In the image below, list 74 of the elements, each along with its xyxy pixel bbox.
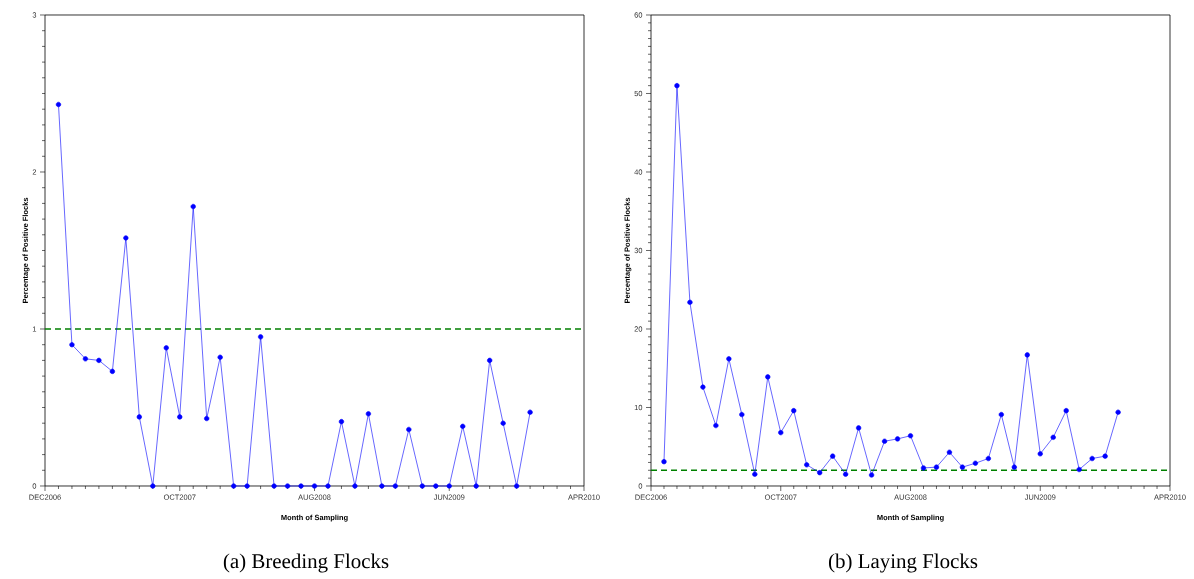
point xyxy=(82,356,89,362)
point xyxy=(804,462,810,468)
point xyxy=(752,471,758,477)
point xyxy=(713,422,719,429)
point xyxy=(338,419,345,425)
point xyxy=(1011,464,1017,470)
point xyxy=(817,470,823,476)
point xyxy=(674,83,680,89)
point xyxy=(933,464,940,470)
point xyxy=(311,483,318,489)
point xyxy=(123,235,129,241)
point xyxy=(1050,434,1056,440)
point xyxy=(1089,455,1095,462)
point xyxy=(473,483,479,489)
point xyxy=(379,483,385,489)
point xyxy=(830,453,836,459)
point xyxy=(894,436,901,442)
point xyxy=(163,345,169,351)
point xyxy=(204,415,210,422)
point xyxy=(527,409,533,415)
point xyxy=(406,426,412,433)
point xyxy=(514,483,520,489)
point xyxy=(1037,451,1043,457)
point xyxy=(69,342,75,348)
point xyxy=(150,483,156,489)
point xyxy=(96,357,102,363)
point xyxy=(244,483,250,489)
point xyxy=(419,483,425,489)
point xyxy=(907,433,914,439)
point xyxy=(791,408,797,414)
point xyxy=(177,414,183,420)
text: (a) Breeding Flocks xyxy=(223,553,389,573)
point xyxy=(972,460,978,466)
point xyxy=(231,483,237,489)
point xyxy=(1076,466,1082,473)
point xyxy=(284,483,291,489)
point xyxy=(298,483,304,489)
point xyxy=(985,455,991,462)
point xyxy=(765,374,771,380)
point xyxy=(365,411,371,417)
point xyxy=(325,483,331,489)
point xyxy=(1102,453,1108,459)
point xyxy=(661,459,667,465)
point xyxy=(778,430,784,436)
point xyxy=(843,471,849,477)
point xyxy=(739,411,745,418)
point xyxy=(500,420,506,426)
point xyxy=(271,483,277,489)
point xyxy=(55,101,62,108)
point xyxy=(868,472,875,478)
point xyxy=(959,464,966,470)
point xyxy=(1063,408,1069,414)
point xyxy=(190,203,196,210)
point xyxy=(856,425,862,431)
point xyxy=(487,357,493,363)
point xyxy=(460,423,466,429)
point xyxy=(392,483,398,489)
point xyxy=(217,354,223,360)
point xyxy=(1115,409,1121,415)
point xyxy=(946,449,953,455)
text: (b) Laying Flocks xyxy=(828,553,978,573)
point xyxy=(352,483,358,489)
point xyxy=(433,483,439,489)
point xyxy=(136,414,142,420)
point xyxy=(920,465,927,471)
point xyxy=(726,356,732,362)
point xyxy=(687,299,693,305)
point xyxy=(446,483,452,489)
point xyxy=(1024,352,1030,358)
point xyxy=(700,384,706,390)
point xyxy=(109,368,115,374)
point xyxy=(998,411,1004,418)
point xyxy=(258,334,264,340)
point xyxy=(881,438,888,444)
